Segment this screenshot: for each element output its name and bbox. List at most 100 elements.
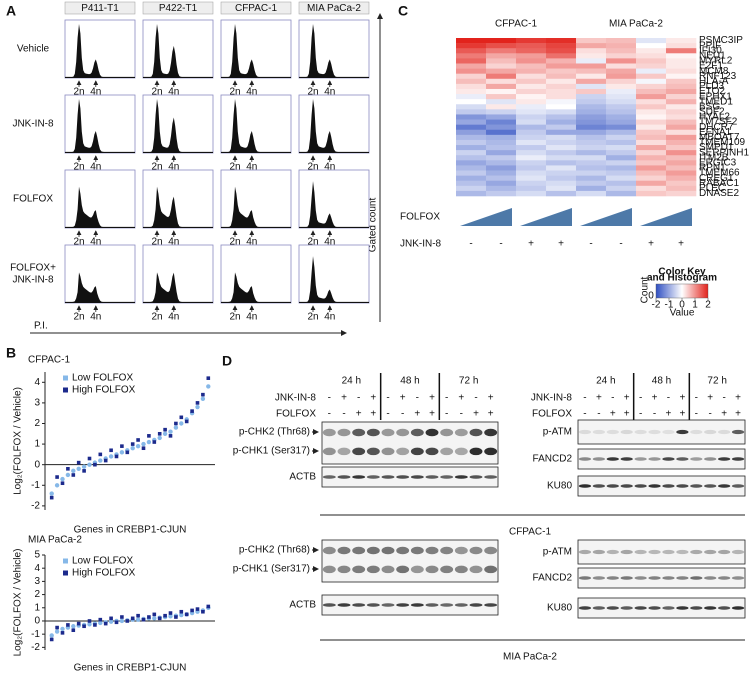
row-label: FOLFOX+: [10, 263, 56, 274]
scatter-point: [173, 425, 179, 430]
color-key-tick-label: 1: [692, 300, 698, 311]
heatmap-cell: [486, 165, 517, 171]
heatmap-cell: [666, 129, 697, 136]
sign: -: [639, 393, 642, 404]
peak-label: 4n: [246, 312, 257, 323]
column-header: P422-T1: [159, 3, 198, 14]
time-label: 48 h: [400, 376, 419, 387]
peak-label: 4n: [324, 162, 335, 173]
scatter-point: [141, 446, 146, 451]
histogram-box: [64, 19, 136, 79]
blot-label: ACTB: [289, 472, 316, 483]
heatmap-cell: [456, 68, 487, 74]
band: [606, 457, 619, 461]
color-key-count-tick: 0: [648, 291, 654, 302]
band: [381, 546, 395, 555]
blot: [577, 475, 746, 497]
heatmap-cell: [486, 83, 517, 90]
heatmap-cell: [606, 165, 637, 171]
heatmap-cell: [666, 73, 697, 80]
sign: +: [666, 409, 672, 420]
band: [440, 603, 454, 607]
heatmap-cell: [486, 43, 517, 49]
scatter-point: [184, 612, 189, 617]
sign: +: [473, 409, 479, 420]
band: [396, 447, 410, 456]
scatter-point: [103, 458, 108, 463]
heatmap-cell: [456, 73, 487, 80]
scatter-point: [49, 633, 54, 638]
band: [425, 447, 439, 456]
heatmap-cell: [606, 175, 637, 182]
scatter-point: [49, 495, 54, 500]
band: [425, 546, 439, 555]
chart-title: CFPAC-1: [28, 355, 70, 366]
gene-label: MBOAT7: [699, 132, 740, 143]
heatmap-cell: [546, 124, 577, 131]
heatmap-cell: [606, 38, 637, 44]
histogram: [143, 272, 213, 303]
band: [381, 447, 395, 456]
peak-label: 4n: [90, 237, 101, 248]
band: [366, 603, 380, 607]
heatmap-cell: [576, 185, 607, 192]
scatter-point: [168, 614, 173, 619]
heatmap-cell: [456, 104, 487, 110]
panel-letter: B: [6, 345, 16, 361]
scatter-point: [168, 434, 173, 438]
band: [381, 475, 395, 479]
gene-label: SMPD1: [699, 142, 734, 153]
sign: -: [474, 393, 477, 404]
cell-line-label: MIA PaCa-2: [503, 652, 557, 663]
heatmap-cell: [606, 170, 637, 176]
band: [322, 565, 336, 574]
heatmap-cell: [516, 43, 547, 49]
band: [337, 475, 351, 479]
heatmap-cell: [606, 185, 637, 192]
chart-title: MIA PaCa-2: [28, 535, 82, 546]
heatmap-cell: [666, 175, 697, 182]
scatter-point: [179, 609, 184, 614]
scatter-point: [60, 626, 65, 632]
blot-label: p-CHK1 (Ser317): [233, 564, 310, 575]
peak-label: 2n: [307, 162, 318, 173]
gene-label: EFNA1: [699, 127, 732, 138]
band: [718, 549, 731, 555]
heatmap-cell: [456, 78, 487, 85]
sign: -: [469, 239, 472, 250]
scatter-point: [157, 616, 162, 621]
heatmap-cell: [666, 83, 697, 90]
heatmap-cell: [606, 43, 637, 49]
band: [484, 565, 498, 574]
heatmap-cell: [636, 160, 667, 166]
heatmap-cell: [486, 185, 517, 192]
heatmap-cell: [486, 99, 517, 105]
band: [620, 457, 633, 461]
sign: -: [386, 409, 389, 420]
scatter-point: [201, 609, 205, 614]
heatmap-cell: [546, 190, 577, 197]
band: [634, 549, 647, 555]
scatter-point: [55, 625, 59, 630]
color-key-tick-label: -1: [665, 300, 674, 311]
scatter-point: [98, 452, 103, 457]
y-tick-label: 3: [34, 398, 40, 409]
band: [676, 429, 689, 435]
band: [718, 484, 731, 488]
histogram: [65, 186, 135, 228]
blot: [577, 448, 746, 470]
scatter-point: [163, 427, 167, 432]
heatmap-cell: [546, 94, 577, 100]
sign: +: [679, 393, 685, 404]
color-key-tick-label: 0: [679, 300, 685, 311]
band: [704, 457, 717, 461]
scatter-point: [141, 617, 146, 622]
band: [592, 429, 605, 435]
sign: +: [528, 239, 534, 250]
gene-label: IFI30: [699, 45, 722, 56]
y-tick-label: -1: [31, 629, 40, 640]
band: [337, 546, 351, 555]
heatmap-cell: [516, 63, 547, 69]
heatmap-cell: [546, 170, 577, 176]
scatter-point: [82, 624, 86, 629]
